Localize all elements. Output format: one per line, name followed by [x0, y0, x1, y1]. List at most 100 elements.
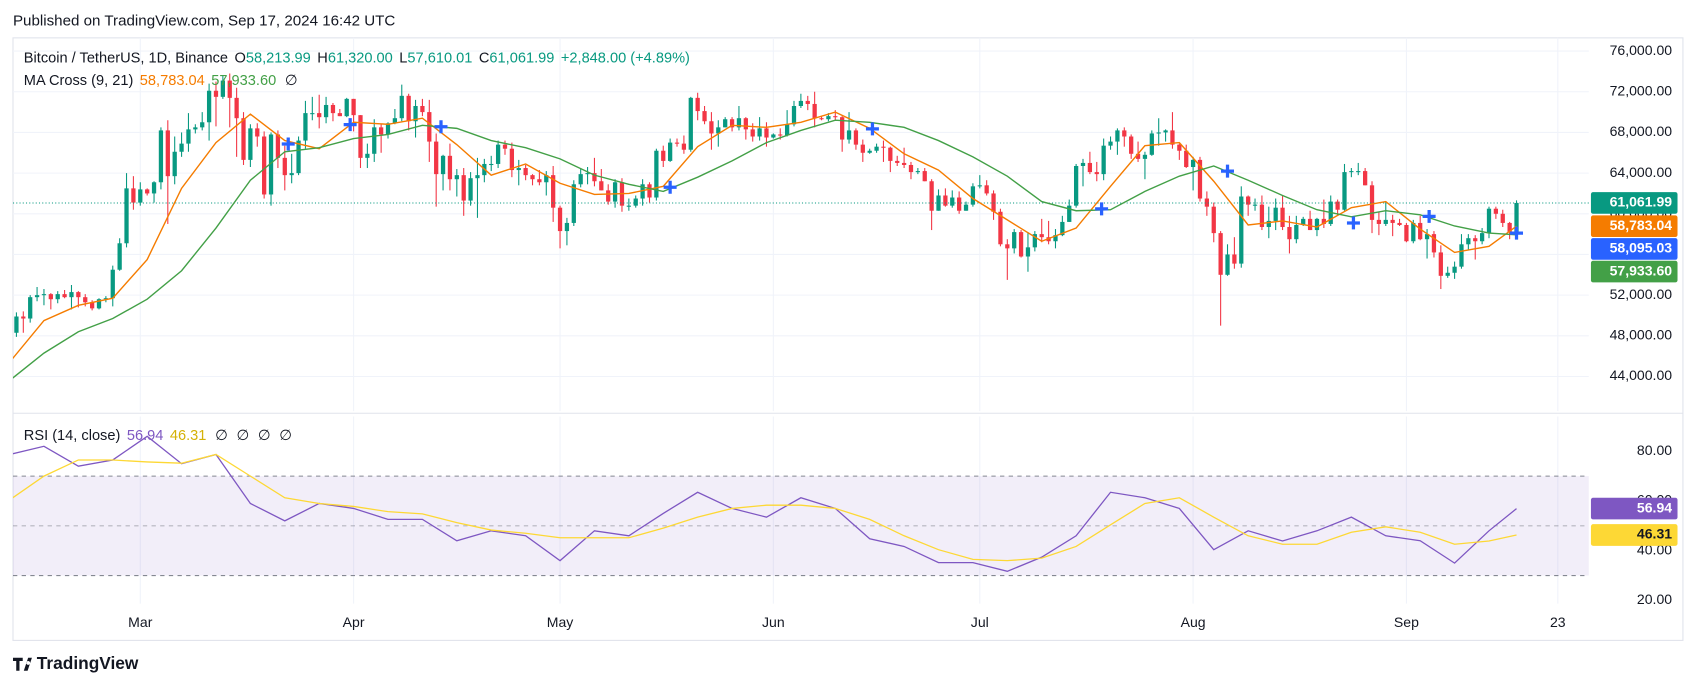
candle-body	[179, 143, 184, 152]
x-tick-label: May	[547, 614, 574, 630]
candle-body	[440, 155, 446, 175]
candle-body	[1225, 254, 1230, 275]
plot-layer: Mar Apr May Jun Jul Aug Sep 23 44,000.00 48,000.0…	[7, 37, 1678, 630]
price-legend: Bitcoin / TetherUS, 1D, Binance O58,213.9…	[24, 50, 690, 66]
candle-body	[1190, 159, 1196, 168]
ma-cross-marker	[1346, 216, 1360, 230]
candle-body	[1445, 272, 1450, 276]
candle-body	[1301, 218, 1306, 225]
na-mark: ∅	[215, 428, 228, 444]
candle-body	[489, 163, 494, 166]
candle-body	[323, 104, 329, 118]
candle-body	[764, 128, 769, 138]
candle-body	[1218, 233, 1223, 275]
candle-body	[1122, 130, 1127, 137]
candle-body	[654, 150, 659, 198]
candle-body	[943, 195, 948, 206]
candle-body	[1397, 222, 1402, 225]
candle-body	[317, 113, 322, 118]
candle-body	[1287, 227, 1292, 240]
candle-body	[977, 185, 982, 187]
axis-value-badge	[1590, 260, 1678, 283]
candle-body	[846, 130, 852, 140]
candle-body	[1266, 220, 1271, 228]
candle-body	[227, 80, 232, 98]
candle-body	[7, 333, 11, 338]
y-tick-label: 52,000.00	[1610, 286, 1673, 302]
indicator-line	[12, 119, 1517, 379]
candle-body	[1005, 244, 1010, 249]
candle-body	[688, 97, 693, 150]
candle-body	[1342, 172, 1347, 210]
candle-body	[895, 160, 900, 163]
candle-body	[1149, 133, 1154, 155]
symbol-title: Bitcoin / TetherUS, 1D, Binance	[24, 50, 228, 66]
axis-value-label: 58,095.03	[1610, 240, 1673, 256]
candle-body	[330, 104, 336, 114]
axis-value-badge	[1590, 215, 1678, 237]
candle-body	[337, 113, 342, 117]
ma-cross-marker	[865, 122, 879, 136]
candle-body	[1239, 196, 1244, 264]
axis-value-label: 56.94	[1637, 499, 1672, 515]
axis-value-badge	[1590, 497, 1678, 520]
y-tick-label: 80.00	[1637, 442, 1672, 458]
ma-cross-marker	[281, 137, 295, 151]
na-mark: ∅	[258, 428, 271, 444]
candle-body	[984, 185, 989, 194]
candle-body	[193, 127, 198, 130]
candle-body	[83, 297, 88, 303]
rsi-value: 56.94	[127, 428, 164, 444]
candle-body	[268, 134, 274, 195]
price-change: +2,848.00 (+4.89%)	[561, 50, 690, 66]
candle-body	[805, 100, 810, 104]
chart-frame	[12, 37, 1684, 641]
ohlc-prefix: L	[399, 50, 407, 66]
candle-body	[461, 175, 466, 201]
indicator-line	[12, 435, 1517, 572]
candle-body	[668, 142, 673, 161]
axis-value-label: 58,783.04	[1610, 217, 1673, 233]
candle-body	[599, 181, 604, 191]
candle-body	[633, 198, 638, 206]
candle-body	[21, 316, 26, 319]
candle-body	[757, 128, 762, 137]
candle-body	[1108, 141, 1113, 146]
axis-value-label: 57,933.60	[1610, 262, 1673, 278]
candle-body	[89, 302, 95, 309]
candle-body	[1514, 202, 1519, 232]
candle-body	[1452, 266, 1457, 273]
y-tick-label: 48,000.00	[1610, 327, 1673, 343]
y-tick-label: 68,000.00	[1610, 123, 1673, 139]
ohlc-value: 61,320.00	[328, 50, 393, 66]
candle-body	[1060, 221, 1065, 236]
candle-body	[1025, 247, 1031, 257]
candle-body	[124, 188, 129, 244]
candle-body	[406, 95, 411, 122]
candle-body	[1039, 234, 1044, 238]
candle-body	[557, 207, 563, 232]
candle-body	[606, 190, 611, 202]
na-mark: ∅	[279, 428, 292, 444]
candle-body	[1314, 218, 1320, 231]
candle-body	[1032, 234, 1037, 248]
candle-body	[1087, 162, 1093, 173]
candle-body	[1073, 165, 1079, 206]
candle-body	[702, 111, 707, 122]
candle-body	[1479, 233, 1485, 242]
candle-body	[867, 150, 872, 153]
candle-body	[1466, 238, 1471, 245]
brand-logo	[12, 657, 32, 671]
candle-body	[495, 144, 501, 164]
candle-body	[1349, 171, 1354, 173]
candle-body	[784, 124, 790, 136]
x-tick-label: 23	[1550, 614, 1566, 630]
candle-body	[509, 148, 515, 171]
brand-name: TradingView	[37, 653, 139, 673]
candle-body	[34, 295, 40, 298]
candle-body	[888, 147, 893, 161]
ma-fast-value: 58,783.04	[140, 73, 205, 89]
candle-body	[76, 292, 81, 298]
candle-body	[1486, 208, 1492, 234]
